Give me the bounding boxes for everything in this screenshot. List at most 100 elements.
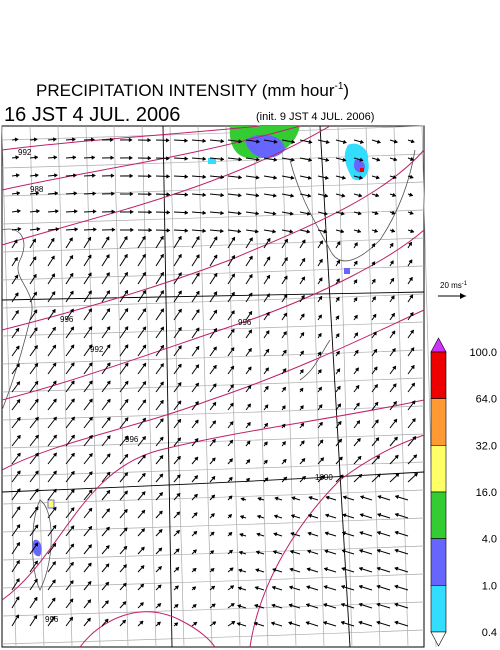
wind-head <box>358 620 363 625</box>
wind-head <box>33 309 38 314</box>
wind-head <box>87 254 92 259</box>
wind-head <box>88 416 93 421</box>
wind-head <box>69 561 74 567</box>
wind-head <box>373 384 378 389</box>
wind-head <box>121 619 127 624</box>
wind-head <box>16 470 21 475</box>
parallel <box>1 293 425 309</box>
wind-head <box>394 548 399 553</box>
wind-head <box>109 137 114 143</box>
wind-head <box>265 311 270 317</box>
wind-head <box>52 380 57 385</box>
colorbar-segment <box>430 351 447 399</box>
wind-head <box>290 157 295 162</box>
wind-head <box>308 495 313 501</box>
wind-head <box>392 365 397 370</box>
wind-head <box>69 543 75 548</box>
wind-head <box>335 278 340 283</box>
wind-head <box>139 602 144 607</box>
wind-head <box>177 235 182 241</box>
wind-head <box>342 157 347 162</box>
wind-head <box>52 488 57 493</box>
wind-head <box>142 399 147 404</box>
wind-head <box>34 470 39 475</box>
wind-head <box>340 229 345 234</box>
wind-head <box>335 350 340 355</box>
wind-head <box>231 236 236 242</box>
wind-head <box>239 515 245 520</box>
wind-head <box>211 438 216 444</box>
wind-head <box>105 508 111 513</box>
wind-head <box>371 242 376 248</box>
wind-head <box>290 514 295 519</box>
wind-head <box>377 512 382 518</box>
wind-head <box>230 291 235 297</box>
wind-head <box>159 399 164 405</box>
wind-head <box>122 601 127 606</box>
wind-head <box>248 310 253 316</box>
wind-head <box>87 544 92 549</box>
wind-head <box>237 586 242 591</box>
wind-head <box>34 398 39 404</box>
wind-head <box>342 513 347 518</box>
wind-head <box>238 175 243 180</box>
wind-head <box>211 476 216 481</box>
wind-head <box>342 495 347 500</box>
wind-head <box>15 381 21 386</box>
wind-head <box>392 192 397 198</box>
wind-head <box>390 295 395 300</box>
wind-head <box>320 475 325 480</box>
title-main: PRECIPITATION INTENSITY (mm hour <box>36 81 335 100</box>
wind-head <box>273 175 278 180</box>
wind-head <box>35 191 40 196</box>
wind-head <box>156 621 161 626</box>
wind-head <box>246 459 251 464</box>
wind-head <box>148 191 152 197</box>
wind-head <box>173 622 179 627</box>
wind-head <box>220 210 225 216</box>
wind-head <box>193 530 198 536</box>
wind-head <box>33 596 38 602</box>
wind-head <box>32 273 37 279</box>
wind-head <box>15 614 20 619</box>
wind-head <box>265 293 270 298</box>
wind-head <box>324 549 329 554</box>
wind-head <box>307 513 313 519</box>
wind-head <box>307 531 312 537</box>
wind-head <box>52 524 57 530</box>
wind-head <box>141 271 146 277</box>
wind-head <box>34 380 39 386</box>
wind-head <box>106 308 111 313</box>
wind-head <box>340 584 346 590</box>
wind-head <box>124 307 129 313</box>
isobar <box>1 399 425 601</box>
wind-head <box>174 603 179 609</box>
wind-head <box>193 475 199 480</box>
wind-head <box>272 567 277 573</box>
wind-head <box>392 401 397 406</box>
wind-head <box>376 473 381 478</box>
parallel <box>1 377 425 393</box>
wind-head <box>33 137 38 142</box>
wind-head <box>141 454 146 459</box>
wind-head <box>55 209 59 214</box>
wind-head <box>375 455 381 460</box>
wind-head <box>140 528 146 533</box>
wind-head <box>70 488 75 494</box>
wind-head <box>254 229 259 234</box>
wind-head <box>69 290 74 295</box>
precip-cell <box>208 158 216 164</box>
wind-head <box>319 457 325 462</box>
wind-head <box>229 421 234 426</box>
wind-head <box>159 326 164 331</box>
wind-head <box>377 495 382 500</box>
wind-head <box>210 568 215 573</box>
wind-head <box>91 155 96 160</box>
wind-head <box>373 348 378 354</box>
wind-head <box>184 174 189 179</box>
wind-head <box>142 417 146 422</box>
wind-head <box>272 193 277 198</box>
colorbar-segment <box>430 445 447 493</box>
wind-head <box>74 227 79 232</box>
wind-head <box>228 458 233 463</box>
